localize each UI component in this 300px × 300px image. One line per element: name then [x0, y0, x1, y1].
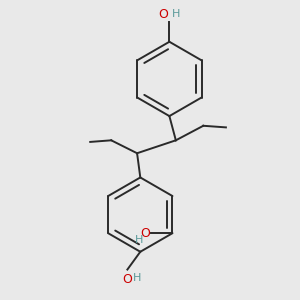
Text: O: O [122, 273, 132, 286]
Text: H: H [135, 235, 143, 245]
Text: O: O [158, 8, 168, 21]
Text: O: O [140, 227, 150, 240]
Text: H: H [172, 8, 180, 19]
Text: H: H [133, 273, 142, 284]
